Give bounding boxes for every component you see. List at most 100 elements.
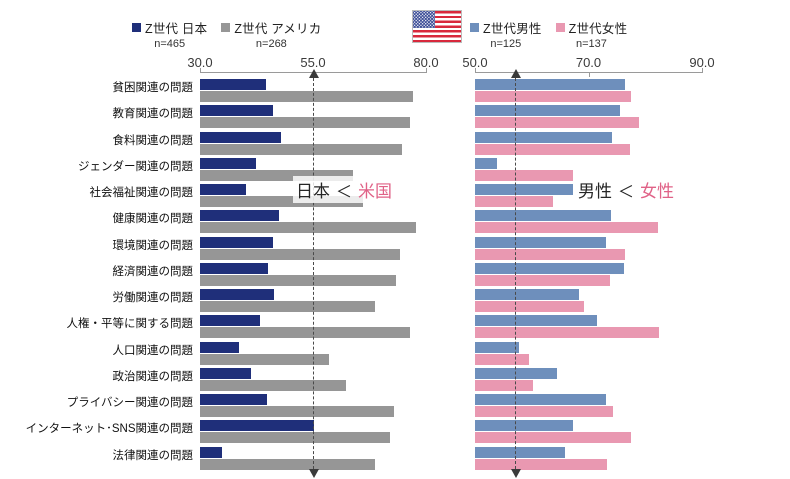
bar: [200, 262, 268, 274]
bar: [475, 210, 612, 222]
legend-n-jp: n=465: [154, 38, 186, 50]
bar: [475, 289, 580, 300]
bar: [200, 196, 364, 207]
annotation-left-a: 日本: [296, 182, 330, 201]
category-label: インターネット･SNS関連の問題: [25, 423, 193, 436]
bar: [200, 222, 417, 234]
bar: [200, 169, 353, 181]
category-label: 食料関連の問題: [112, 134, 194, 147]
category-label: 政治関連の問題: [112, 370, 194, 383]
bar: [475, 79, 626, 90]
bar: [475, 432, 632, 444]
axis-tick: [426, 68, 427, 73]
category-label: 人口関連の問題: [112, 344, 194, 357]
bar: [475, 143, 630, 155]
bar: [475, 248, 626, 260]
annotation-right: 男性 ＜ 女性: [575, 176, 678, 203]
bar: [475, 379, 533, 391]
category-label: 社会福祉関連の問題: [89, 187, 194, 199]
bar: [200, 406, 394, 417]
category-label: 法律関連の問題: [112, 449, 194, 462]
bar: [475, 184, 574, 195]
legend-swatch-male: [470, 23, 479, 32]
bar: [475, 105, 621, 117]
bar: [200, 248, 400, 260]
bar: [475, 446, 566, 458]
annotation-right-op: ＜: [618, 184, 635, 201]
bar: [475, 353, 529, 365]
category-label: 人権・平等に関する問題: [66, 318, 194, 331]
category-label: プライバシー関連の問題: [66, 397, 193, 409]
legend-n-female: n=137: [576, 38, 607, 50]
axis-tick-label: 30.0: [187, 55, 213, 70]
category-label: ジェンダー関連の問題: [78, 160, 193, 173]
bar: [475, 367, 557, 379]
legend-label-male: Z世代男性: [483, 22, 542, 36]
bar: [475, 420, 574, 432]
reference-marker-line: [510, 69, 521, 478]
bar: [200, 184, 247, 195]
annotation-left-b: 米国: [358, 182, 393, 201]
bar: [475, 169, 574, 181]
bar: [475, 301, 584, 312]
bar: [200, 79, 266, 90]
bar: [200, 105, 274, 117]
bar: [475, 222, 659, 234]
axis-tick-label: 50.0: [462, 55, 488, 70]
bar: [200, 274, 397, 286]
axis-tick: [475, 68, 476, 73]
bar: [475, 274, 611, 286]
bar: [475, 327, 660, 339]
legend-item-male: Z世代男性 n=125: [470, 18, 542, 50]
axis-tick: [200, 68, 201, 73]
marker-arrow-down: [309, 468, 319, 478]
marker-arrow-down: [510, 468, 521, 478]
reference-marker-line: [309, 69, 319, 478]
legend-swatch-female: [555, 23, 565, 32]
bar: [200, 157, 257, 169]
legend-item-jp: Z世代 日本 n=465: [132, 18, 207, 50]
axis-tick-label: 90.0: [689, 55, 715, 70]
axis-tick-label: 55.0: [300, 55, 326, 70]
annotation-left: 日本 ＜ 米国: [293, 176, 396, 203]
bar: [475, 458, 608, 470]
bar: [200, 367, 252, 379]
bar: [475, 117, 639, 129]
marker-arrow-up: [510, 69, 521, 78]
legend-item-female: Z世代女性 n=137: [555, 18, 628, 50]
bar: [200, 327, 411, 339]
category-label: 教育関連の問題: [112, 108, 194, 121]
bar: [200, 91, 413, 102]
legend-right-panel: Z世代男性 n=125 Z世代女性 n=137: [470, 18, 627, 50]
legend-left-panel: Z世代 日本 n=465 Z世代 アメリカ n=268: [132, 18, 321, 50]
legend-n-us: n=268: [255, 38, 287, 50]
axis-tick-label: 70.0: [575, 55, 602, 70]
axis-tick: [588, 72, 590, 77]
bar: [200, 210, 280, 222]
category-label: 健康関連の問題: [112, 213, 194, 226]
bar: [200, 353, 329, 365]
bar: [475, 394, 607, 405]
category-label: 労働関連の問題: [112, 292, 194, 304]
bar: [200, 143, 403, 155]
us-flag-icon: [412, 10, 462, 43]
bar: [475, 341, 520, 353]
legend-swatch-jp: [132, 23, 141, 32]
annotation-right-b: 女性: [640, 182, 675, 201]
bar: [200, 341, 239, 353]
annotation-left-op: ＜: [336, 184, 353, 201]
bar: [200, 394, 267, 405]
bar: [475, 91, 632, 102]
bar: [475, 262, 624, 274]
category-label: 環境関連の問題: [112, 239, 194, 252]
marker-arrow-up: [309, 69, 319, 78]
bar: [475, 131, 613, 143]
bar: [200, 131, 281, 143]
bar: [200, 458, 375, 470]
bar: [200, 289, 275, 300]
bar: [475, 315, 597, 327]
legend-item-us: Z世代 アメリカ n=268: [221, 18, 321, 50]
bar: [200, 420, 314, 432]
legend-swatch-us: [221, 23, 231, 32]
